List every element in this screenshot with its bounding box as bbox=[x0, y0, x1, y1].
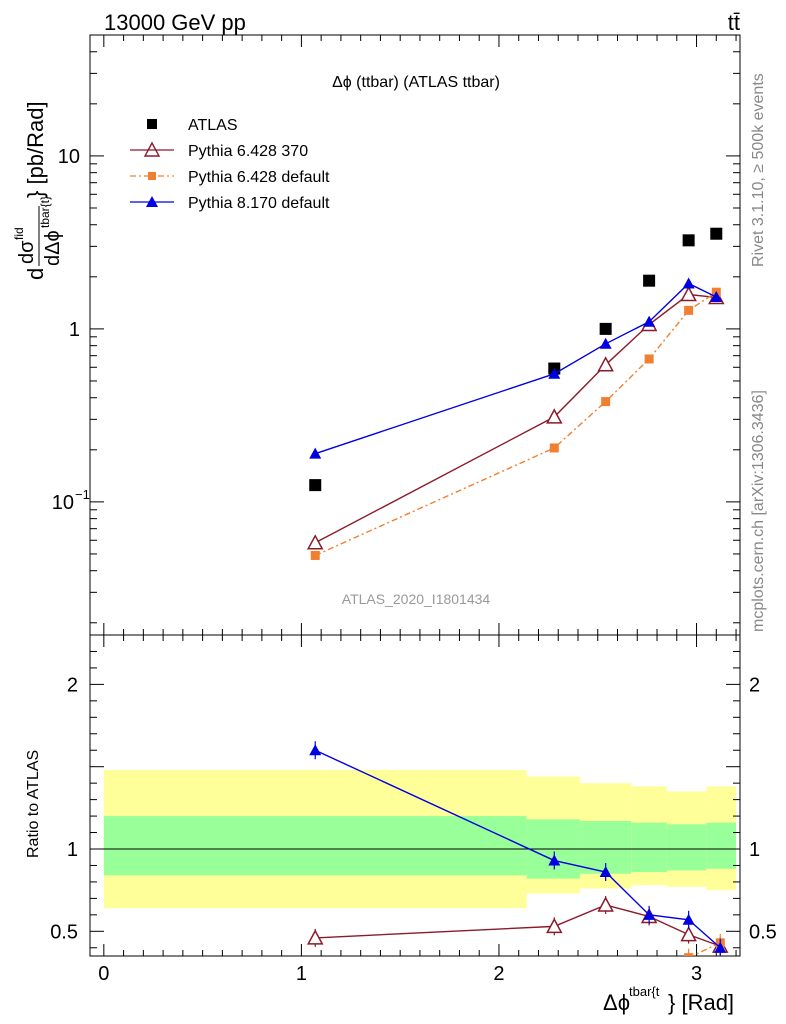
point-pythia-6-428-370-4 bbox=[680, 285, 697, 302]
svg-text:} [Rad]: } [Rad] bbox=[668, 990, 734, 1015]
point-atlas-0 bbox=[309, 479, 322, 492]
band-inner-3 bbox=[631, 822, 667, 873]
ratio-series-pythia-8-170-default bbox=[309, 741, 727, 956]
svg-text:Δϕ: Δϕ bbox=[603, 990, 630, 1015]
point-pythia-6-428-default-0 bbox=[310, 550, 320, 560]
ratio-point-pythia-6-428-370-4 bbox=[680, 926, 697, 942]
ratio-point-pythia-8-170-default-0 bbox=[309, 744, 322, 756]
mcplots-label: mcplots.cern.ch [arXiv:1306.3436] bbox=[750, 390, 767, 632]
y-axis-title-ratio: Ratio to ATLAS bbox=[25, 750, 42, 858]
point-atlas-4 bbox=[682, 234, 695, 247]
ratio-point-pythia-8-170-default-1 bbox=[548, 854, 561, 866]
main-y-tick-label-2: 10 bbox=[58, 146, 80, 168]
ratio-y-tick-label-1: 1 bbox=[67, 839, 78, 861]
point-atlas-3 bbox=[643, 274, 656, 287]
main-y-tick-label-exp-0: −1 bbox=[75, 487, 90, 502]
point-pythia-8-170-default-1 bbox=[548, 367, 561, 379]
legend-label-atlas: ATLAS bbox=[188, 117, 238, 134]
point-pythia-6-428-default-2 bbox=[601, 397, 611, 407]
point-pythia-8-170-default-2 bbox=[599, 337, 612, 349]
point-atlas-5 bbox=[710, 227, 723, 240]
ratio-point-pythia-6-428-default-0 bbox=[684, 953, 694, 956]
svg-text:} [pb/Rad]: } [pb/Rad] bbox=[23, 101, 48, 198]
legend-entry-py6-370: Pythia 6.428 370 bbox=[130, 141, 308, 160]
legend-entry-atlas: ATLAS bbox=[147, 117, 238, 134]
ratio-plot-area: 0 1 2 3 0.5 0.5 1 1 2 2 bbox=[50, 634, 777, 985]
ratio-point-pythia-8-170-default-5 bbox=[714, 941, 727, 953]
point-pythia-6-428-370-2 bbox=[597, 356, 614, 372]
series-line-pythia-8-170-default bbox=[315, 282, 717, 455]
y-axis-title-main: d dσ fid dΔϕ tbar{t} } [pb/Rad] bbox=[12, 101, 64, 280]
ratio-frame bbox=[89, 634, 741, 957]
legend-label-py6-default: Pythia 6.428 default bbox=[188, 169, 330, 186]
main-y-tick-label-0: 10 bbox=[52, 492, 74, 514]
legend-marker-atlas bbox=[147, 119, 157, 129]
point-atlas-2 bbox=[599, 322, 612, 335]
ratio-y-tick-label-right-2: 2 bbox=[749, 674, 760, 696]
legend-marker-py6-default bbox=[148, 172, 156, 180]
point-pythia-6-428-default-3 bbox=[644, 354, 654, 364]
band-inner-0 bbox=[103, 816, 527, 876]
series-line-pythia-6-428-default bbox=[314, 291, 717, 557]
ratio-y-tick-label-right-0.5: 0.5 bbox=[749, 921, 777, 943]
x-tick-label-3: 3 bbox=[691, 963, 702, 985]
svg-text:d: d bbox=[23, 268, 48, 280]
ratio-point-pythia-8-170-default-4 bbox=[682, 913, 695, 925]
point-pythia-6-428-default-1 bbox=[549, 443, 559, 453]
series-pythia-6-428-default bbox=[310, 287, 721, 560]
ratio-point-pythia-6-428-370-2 bbox=[597, 896, 614, 912]
main-y-tick-label-1: 1 bbox=[69, 319, 80, 341]
ratio-point-pythia-6-428-370-0 bbox=[306, 929, 324, 945]
series-pythia-8-170-default bbox=[309, 277, 723, 459]
x-tick-label-2: 2 bbox=[493, 963, 504, 985]
band-inner-5 bbox=[706, 822, 737, 869]
ratio-point-pythia-8-170-default-3 bbox=[643, 908, 656, 920]
svg-text:dΔϕ: dΔϕ bbox=[42, 230, 64, 266]
process-label: tt̄ bbox=[728, 10, 740, 35]
legend-entry-py8-default: Pythia 8.170 default bbox=[130, 195, 330, 212]
x-tick-label-1: 1 bbox=[296, 963, 307, 985]
ratio-y-tick-label-0.5: 0.5 bbox=[50, 921, 78, 943]
legend-marker-py8-default bbox=[146, 196, 158, 207]
legend-label-py6-370: Pythia 6.428 370 bbox=[188, 143, 308, 160]
ratio-y-tick-label-2: 2 bbox=[67, 674, 78, 696]
ratio-y-tick-label-right-1: 1 bbox=[749, 839, 760, 861]
series-line-pythia-6-428-370 bbox=[314, 293, 717, 544]
point-pythia-8-170-default-4 bbox=[682, 277, 695, 289]
ratio-point-pythia-8-170-default-2 bbox=[599, 866, 612, 878]
x-tick-label-0: 0 bbox=[98, 963, 109, 985]
ratio-line-pythia-6-428-370 bbox=[315, 904, 721, 947]
svg-text:tbar{t}: tbar{t} bbox=[38, 196, 52, 228]
point-pythia-6-428-370-1 bbox=[546, 408, 563, 424]
ratio-line-pythia-6-428-default bbox=[690, 942, 721, 956]
energy-label: 13000 GeV pp bbox=[104, 10, 246, 35]
svg-text:fid: fid bbox=[12, 227, 26, 240]
point-pythia-8-170-default-5 bbox=[710, 290, 723, 302]
plot-title: Δϕ (ttbar) (ATLAS ttbar) bbox=[332, 74, 500, 91]
legend-entry-py6-default: Pythia 6.428 default bbox=[130, 169, 330, 186]
point-pythia-6-428-default-4 bbox=[684, 305, 694, 315]
rivet-label: Rivet 3.1.10, ≥ 500k events bbox=[750, 73, 767, 267]
x-axis-title: Δϕ tbar{t } [Rad] bbox=[603, 984, 734, 1015]
point-pythia-8-170-default-0 bbox=[309, 447, 322, 459]
legend: ATLAS Pythia 6.428 370 Pythia 6.428 defa… bbox=[130, 117, 330, 212]
svg-text:tbar{t: tbar{t bbox=[629, 984, 660, 999]
legend-marker-py6-370 bbox=[143, 141, 161, 157]
point-pythia-8-170-default-3 bbox=[643, 315, 656, 327]
series-atlas bbox=[309, 227, 723, 492]
band-inner-4 bbox=[666, 824, 707, 871]
point-pythia-6-428-370-0 bbox=[306, 534, 324, 550]
legend-label-py8-default: Pythia 8.170 default bbox=[188, 195, 330, 212]
series-pythia-6-428-370 bbox=[306, 285, 725, 550]
ratio-point-pythia-6-428-370-1 bbox=[546, 917, 563, 934]
svg-text:dσ: dσ bbox=[16, 240, 38, 264]
analysis-id: ATLAS_2020_I1801434 bbox=[342, 591, 491, 607]
